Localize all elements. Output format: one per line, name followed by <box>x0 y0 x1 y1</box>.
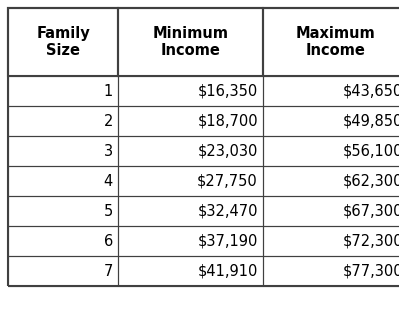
Text: $56,100: $56,100 <box>342 143 399 159</box>
Bar <box>118 106 263 136</box>
Bar <box>118 76 263 106</box>
Bar <box>118 256 263 286</box>
Text: $43,650: $43,650 <box>343 83 399 99</box>
Text: 4: 4 <box>104 173 113 188</box>
Bar <box>263 136 399 166</box>
Text: $23,030: $23,030 <box>198 143 258 159</box>
Bar <box>263 256 399 286</box>
Bar <box>118 8 263 76</box>
Bar <box>118 226 263 256</box>
Text: $62,300: $62,300 <box>342 173 399 188</box>
Bar <box>8 226 118 256</box>
Text: $49,850: $49,850 <box>343 114 399 128</box>
Text: 2: 2 <box>104 114 113 128</box>
Bar <box>8 196 118 226</box>
Bar <box>8 106 118 136</box>
Text: $67,300: $67,300 <box>342 204 399 219</box>
Bar <box>8 166 118 196</box>
Bar <box>263 166 399 196</box>
Text: $72,300: $72,300 <box>342 233 399 248</box>
Bar <box>263 106 399 136</box>
Text: Minimum
Income: Minimum Income <box>152 26 229 58</box>
Text: 3: 3 <box>104 143 113 159</box>
Text: $18,700: $18,700 <box>198 114 258 128</box>
Bar <box>8 76 118 106</box>
Bar <box>118 166 263 196</box>
Bar <box>263 226 399 256</box>
Bar <box>263 76 399 106</box>
Text: Family
Size: Family Size <box>36 26 90 58</box>
Text: 7: 7 <box>104 264 113 279</box>
Bar <box>263 196 399 226</box>
Text: $27,750: $27,750 <box>197 173 258 188</box>
Bar <box>118 196 263 226</box>
Bar <box>8 8 118 76</box>
Text: 6: 6 <box>104 233 113 248</box>
Text: 1: 1 <box>104 83 113 99</box>
Bar <box>8 136 118 166</box>
Bar <box>118 136 263 166</box>
Bar <box>8 8 399 286</box>
Text: $32,470: $32,470 <box>198 204 258 219</box>
Text: Maximum
Income: Maximum Income <box>296 26 375 58</box>
Text: $41,910: $41,910 <box>198 264 258 279</box>
Text: 5: 5 <box>104 204 113 219</box>
Bar <box>8 256 118 286</box>
Text: $37,190: $37,190 <box>198 233 258 248</box>
Text: $16,350: $16,350 <box>198 83 258 99</box>
Text: $77,300: $77,300 <box>342 264 399 279</box>
Bar <box>263 8 399 76</box>
